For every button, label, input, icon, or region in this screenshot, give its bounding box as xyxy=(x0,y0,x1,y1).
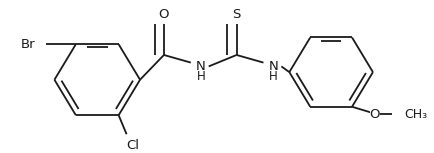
Text: Br: Br xyxy=(20,38,35,51)
Text: S: S xyxy=(232,7,241,21)
Text: CH₃: CH₃ xyxy=(404,108,427,121)
Text: N: N xyxy=(269,60,278,73)
Text: Cl: Cl xyxy=(126,139,139,152)
Text: O: O xyxy=(159,7,169,21)
Text: N: N xyxy=(196,60,206,73)
Text: O: O xyxy=(370,108,380,121)
Text: H: H xyxy=(269,70,278,83)
Text: H: H xyxy=(196,70,205,83)
